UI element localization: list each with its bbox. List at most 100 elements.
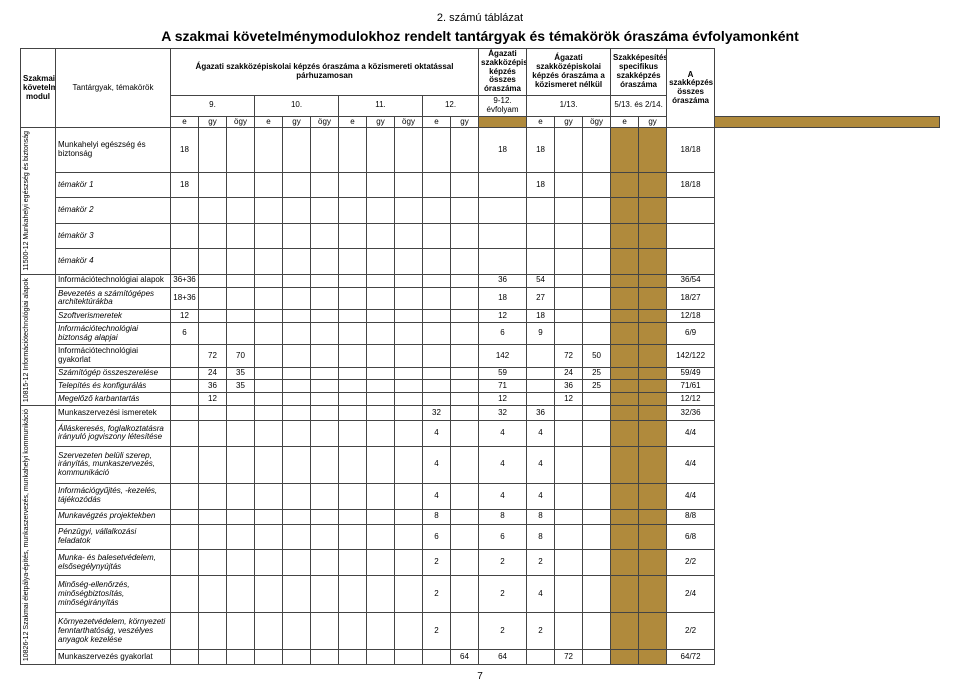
value-cell [255,483,283,509]
value-cell [555,128,583,173]
value-cell [395,274,423,287]
value-cell [311,446,339,483]
value-cell [555,406,583,421]
value-cell: 8 [527,524,555,550]
value-cell [283,198,311,224]
value-cell [283,380,311,393]
value-cell: 8 [423,509,451,524]
na-cell [639,223,667,249]
value-cell [311,613,339,650]
value-cell [451,310,479,323]
table-row: témakör 3 [21,223,940,249]
value-cell [423,650,451,665]
value-cell [451,274,479,287]
na-cell [639,380,667,393]
value-cell [311,198,339,224]
value-cell [227,483,255,509]
value-cell [171,524,199,550]
value-cell [227,509,255,524]
table-row: Információgyűjtés, -kezelés, tájékozódás… [21,483,940,509]
module-cell: 10815-12 Információtechnológiai alapok [21,274,56,405]
value-cell [583,550,611,576]
na-cell [611,613,639,650]
total-cell: 142/122 [667,345,715,367]
value-cell [255,310,283,323]
value-cell: 32 [423,406,451,421]
value-cell [451,393,479,406]
value-cell [227,249,255,275]
total-cell: 12/18 [667,310,715,323]
table-row: Álláskeresés, foglalkoztatásra irányuló … [21,420,940,446]
sum912-cell: 4 [479,420,527,446]
value-cell [171,650,199,665]
value-cell [451,420,479,446]
value-cell [283,249,311,275]
value-cell [227,613,255,650]
total-cell: 32/36 [667,406,715,421]
total-cell: 2/2 [667,550,715,576]
page-number: 7 [20,671,940,682]
sum912-cell: 59 [479,367,527,380]
topic-cell: Megelőző karbantartás [56,393,171,406]
value-cell [339,367,367,380]
na-cell [639,483,667,509]
value-cell [227,446,255,483]
na-cell [639,274,667,287]
value-cell: 4 [423,483,451,509]
value-cell [423,249,451,275]
value-cell [339,509,367,524]
na-cell [639,524,667,550]
value-cell [283,420,311,446]
sum912-cell: 71 [479,380,527,393]
value-cell [367,274,395,287]
value-cell: 35 [227,380,255,393]
value-cell [171,446,199,483]
value-cell: 24 [555,367,583,380]
value-cell [555,274,583,287]
topic-cell: Pénzügyi, vállalkozási feladatok [56,524,171,550]
module-cell: 11500-12 Munkahelyi egészség és biztonsá… [21,128,56,275]
value-cell [451,198,479,224]
table-row: Szervezeten belüli szerep, irányítás, mu… [21,446,940,483]
value-cell: 72 [555,345,583,367]
value-cell [339,406,367,421]
table-row: Bevezetés a számítógépes architektúrákba… [21,287,940,309]
col-block4-bot: 5/13. és 2/14. [611,95,667,116]
sum912-cell: 64 [479,650,527,665]
sub-na [715,116,940,128]
value-cell: 36 [555,380,583,393]
na-cell [611,223,639,249]
value-cell [395,223,423,249]
value-cell: 2 [527,550,555,576]
value-cell [395,524,423,550]
topic-cell: Minőség-ellenőrzés, minőségbiztosítás, m… [56,576,171,613]
value-cell [283,576,311,613]
value-cell [451,509,479,524]
na-cell [611,550,639,576]
na-cell [611,576,639,613]
sub-gy: gy [555,116,583,128]
na-cell [639,367,667,380]
value-cell [555,172,583,198]
sub-ogy: ögy [395,116,423,128]
value-cell [227,223,255,249]
value-cell [583,223,611,249]
sub-ogy: ögy [583,116,611,128]
table-row: Információtechnológiai gyakorlat72701427… [21,345,940,367]
value-cell [283,483,311,509]
value-cell [283,406,311,421]
value-cell [255,274,283,287]
value-cell [339,613,367,650]
value-cell [451,249,479,275]
value-cell [283,509,311,524]
value-cell [255,550,283,576]
curriculum-table: Szakmai követelmény-modul Tantárgyak, té… [20,48,940,665]
value-cell [199,198,227,224]
topic-cell: Munkaszervezési ismeretek [56,406,171,421]
value-cell: 12 [171,310,199,323]
value-cell [395,287,423,309]
value-cell [311,406,339,421]
col-total: A szakképzés összes óraszáma [667,49,715,128]
value-cell [227,524,255,550]
sum912-cell: 4 [479,483,527,509]
